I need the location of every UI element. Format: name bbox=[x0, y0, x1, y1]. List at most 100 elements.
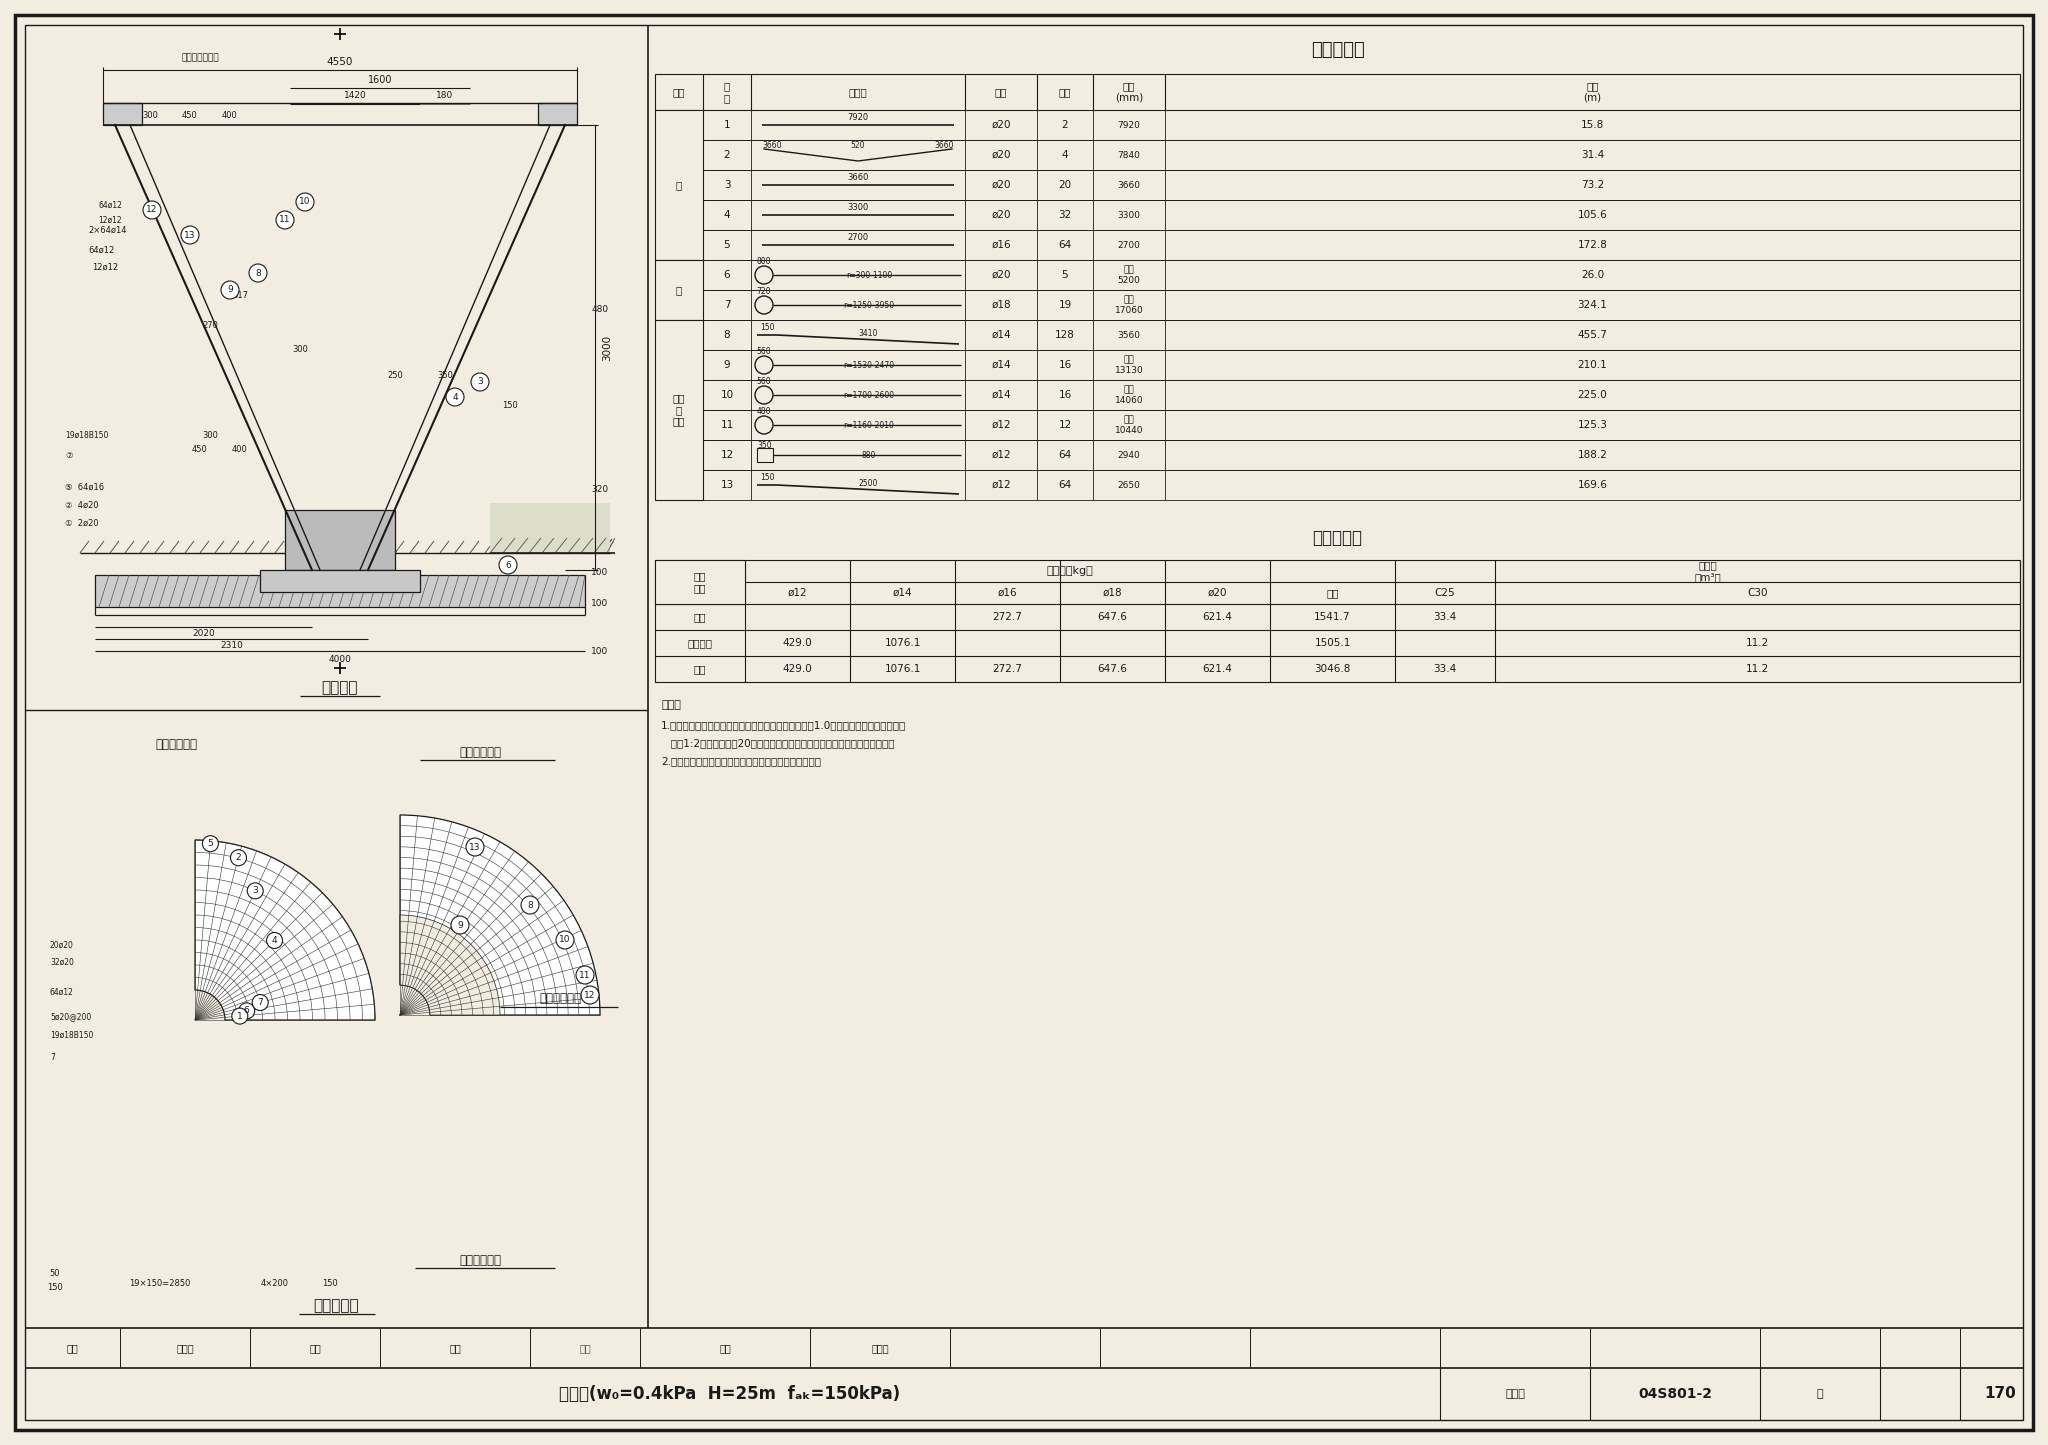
Text: 20: 20 bbox=[1059, 181, 1071, 189]
Text: 7920: 7920 bbox=[1118, 120, 1141, 130]
Text: 设计: 设计 bbox=[719, 1342, 731, 1353]
Bar bbox=[655, 171, 2019, 199]
Text: 225.0: 225.0 bbox=[1577, 390, 1608, 400]
Text: 锥壳内层配筋: 锥壳内层配筋 bbox=[459, 1253, 502, 1266]
Text: 7: 7 bbox=[258, 998, 262, 1007]
Bar bbox=[94, 575, 586, 607]
Text: 250: 250 bbox=[387, 370, 403, 380]
Bar bbox=[489, 503, 610, 553]
Text: 180: 180 bbox=[436, 91, 453, 101]
Circle shape bbox=[248, 883, 264, 899]
Text: 底: 底 bbox=[676, 181, 682, 189]
Text: 审核: 审核 bbox=[66, 1342, 78, 1353]
Text: 名称: 名称 bbox=[672, 87, 686, 97]
Text: 12: 12 bbox=[584, 990, 596, 1000]
Text: 编
号: 编 号 bbox=[723, 81, 731, 103]
Text: 8: 8 bbox=[526, 900, 532, 909]
Text: 直径: 直径 bbox=[995, 87, 1008, 97]
Text: 锥壳环梁配筋: 锥壳环梁配筋 bbox=[539, 993, 582, 1006]
Text: 16: 16 bbox=[1059, 360, 1071, 370]
Text: 1: 1 bbox=[238, 1011, 244, 1020]
Text: 450: 450 bbox=[182, 110, 199, 120]
Text: 16: 16 bbox=[1059, 390, 1071, 400]
Text: 12ø12: 12ø12 bbox=[92, 263, 119, 272]
Bar bbox=[655, 230, 2019, 260]
Text: 125.3: 125.3 bbox=[1577, 420, 1608, 431]
Text: 底板配筋平面: 底板配筋平面 bbox=[156, 738, 197, 751]
Text: 1.有地下水地区选用时，本基础地下水位按设计地面下1.0考虑；有地下水时，外表面: 1.有地下水地区选用时，本基础地下水位按设计地面下1.0考虑；有地下水时，外表面 bbox=[662, 720, 907, 730]
Text: 1076.1: 1076.1 bbox=[885, 639, 922, 647]
Text: ①  2ø20: ① 2ø20 bbox=[66, 519, 98, 527]
Text: 100: 100 bbox=[592, 646, 608, 656]
Polygon shape bbox=[489, 503, 610, 553]
Text: 3300: 3300 bbox=[848, 202, 868, 211]
Text: 720: 720 bbox=[758, 286, 772, 295]
Text: 何迅: 何迅 bbox=[449, 1342, 461, 1353]
Circle shape bbox=[231, 1009, 248, 1025]
Text: 2.管道穿过基础时预埋套管的位置及尺寸见管道安装图。: 2.管道穿过基础时预埋套管的位置及尺寸见管道安装图。 bbox=[662, 756, 821, 766]
Text: 3660: 3660 bbox=[848, 172, 868, 182]
Text: 11: 11 bbox=[580, 971, 590, 980]
Bar bbox=[655, 561, 2019, 682]
Text: 板: 板 bbox=[676, 285, 682, 295]
Text: 3: 3 bbox=[252, 886, 258, 896]
Text: 7: 7 bbox=[49, 1052, 55, 1062]
Text: 169.6: 169.6 bbox=[1577, 480, 1608, 490]
Text: 3410: 3410 bbox=[858, 328, 879, 338]
Circle shape bbox=[240, 1003, 254, 1019]
Text: 50: 50 bbox=[49, 1269, 59, 1277]
Text: 272.7: 272.7 bbox=[993, 665, 1022, 673]
Text: 11: 11 bbox=[279, 215, 291, 224]
Circle shape bbox=[203, 835, 219, 851]
Text: 1420: 1420 bbox=[344, 91, 367, 101]
Text: 12: 12 bbox=[1059, 420, 1071, 431]
Circle shape bbox=[231, 850, 246, 866]
Text: 26.0: 26.0 bbox=[1581, 270, 1604, 280]
Circle shape bbox=[143, 201, 162, 220]
Text: 64ø12: 64ø12 bbox=[98, 201, 123, 210]
Text: 272.7: 272.7 bbox=[993, 613, 1022, 621]
Bar bbox=[655, 290, 2019, 319]
Text: 04S801-2: 04S801-2 bbox=[1638, 1387, 1712, 1402]
Text: 317: 317 bbox=[231, 290, 248, 299]
Text: 12ø12: 12ø12 bbox=[98, 215, 121, 224]
Bar bbox=[655, 140, 2019, 171]
Text: 9: 9 bbox=[457, 920, 463, 929]
Text: 2: 2 bbox=[723, 150, 731, 160]
Text: ø20: ø20 bbox=[1208, 588, 1227, 598]
Text: 105.6: 105.6 bbox=[1577, 210, 1608, 220]
Text: 8: 8 bbox=[256, 269, 260, 277]
Text: ø16: ø16 bbox=[997, 588, 1018, 598]
Bar bbox=[655, 470, 2019, 500]
Text: 33.4: 33.4 bbox=[1434, 665, 1456, 673]
Text: 480: 480 bbox=[758, 406, 772, 416]
Text: r=1160-2010: r=1160-2010 bbox=[844, 420, 895, 429]
Text: 9: 9 bbox=[227, 286, 233, 295]
Text: 配筋平面图: 配筋平面图 bbox=[313, 1299, 358, 1314]
Text: 5ø20@200: 5ø20@200 bbox=[49, 1013, 92, 1022]
Text: 350: 350 bbox=[758, 442, 772, 451]
Text: 2: 2 bbox=[236, 853, 242, 863]
Text: 33.4: 33.4 bbox=[1434, 613, 1456, 621]
Text: 基础图(w₀=0.4kPa  H=25m  fₐₖ=150kPa): 基础图(w₀=0.4kPa H=25m fₐₖ=150kPa) bbox=[559, 1384, 901, 1403]
Text: ø14: ø14 bbox=[991, 390, 1012, 400]
Bar bbox=[539, 103, 578, 126]
Text: 150: 150 bbox=[322, 1279, 338, 1287]
Text: 宋绍先: 宋绍先 bbox=[176, 1342, 195, 1353]
Circle shape bbox=[221, 280, 240, 299]
Text: 平均
14060: 平均 14060 bbox=[1114, 386, 1143, 405]
Text: 621.4: 621.4 bbox=[1202, 613, 1233, 621]
Text: 锥壳外层配筋: 锥壳外层配筋 bbox=[459, 746, 502, 759]
Text: 3560: 3560 bbox=[1118, 331, 1141, 340]
Text: 429.0: 429.0 bbox=[782, 665, 813, 673]
Bar bbox=[655, 380, 2019, 410]
Text: ø12: ø12 bbox=[991, 480, 1012, 490]
Bar bbox=[655, 319, 2019, 350]
Text: 19ø18B150: 19ø18B150 bbox=[66, 431, 109, 439]
Text: 64: 64 bbox=[1059, 240, 1071, 250]
Bar bbox=[285, 510, 395, 569]
Circle shape bbox=[250, 264, 266, 282]
Text: 4: 4 bbox=[1061, 150, 1069, 160]
Text: 3: 3 bbox=[723, 181, 731, 189]
Bar bbox=[655, 110, 702, 260]
